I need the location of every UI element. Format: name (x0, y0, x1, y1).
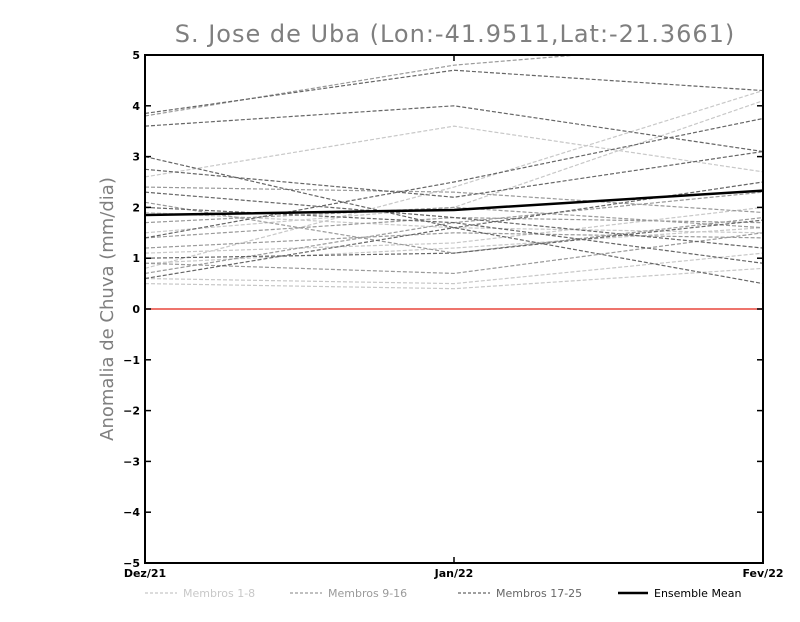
member-line (145, 186, 763, 214)
x-tick-label: Jan/22 (434, 567, 474, 580)
y-tick-label: 2 (132, 201, 140, 214)
legend: Membros 1-8 Membros 9-16 Membros 17-25 Ense… (145, 587, 741, 600)
member-line (145, 252, 763, 285)
chart-title: S. Jose de Uba (Lon:-41.9511,Lat:-21.366… (175, 20, 736, 48)
legend-label: Membros 9-16 (328, 587, 407, 600)
y-axis-ticks: −5 −4 −3 −2 −1 0 1 2 3 4 5 (123, 49, 763, 570)
y-tick-label: −2 (123, 405, 140, 418)
y-tick-label: −5 (123, 557, 140, 570)
y-tick-label: −1 (123, 354, 140, 367)
member-line (145, 69, 763, 115)
y-tick-label: 5 (132, 49, 140, 62)
y-tick-label: −3 (123, 455, 140, 468)
legend-label: Membros 17-25 (496, 587, 582, 600)
member-line (145, 105, 763, 153)
x-tick-label: Dez/21 (124, 567, 166, 580)
member-line (145, 206, 763, 229)
member-line (145, 227, 763, 264)
member-line (145, 156, 763, 285)
member-line (145, 150, 763, 198)
member-line (145, 206, 763, 254)
x-tick-label: Fev/22 (742, 567, 783, 580)
member-line (145, 89, 763, 269)
series-layer (145, 55, 763, 290)
ensemble-mean-line (145, 189, 763, 217)
member-line (145, 55, 585, 117)
member-line (145, 216, 763, 239)
member-line (145, 100, 763, 234)
member-line (145, 117, 763, 239)
y-tick-label: −4 (123, 506, 140, 519)
legend-label: Membros 1-8 (183, 587, 255, 600)
member-line (145, 219, 763, 259)
legend-label: Ensemble Mean (654, 587, 741, 600)
member-line (145, 125, 763, 178)
x-axis-ticks: Dez/21 Jan/22 Fev/22 (124, 55, 784, 580)
y-tick-label: 4 (132, 100, 140, 113)
member-line (145, 267, 763, 290)
member-line (145, 181, 763, 280)
y-tick-label: 1 (132, 252, 140, 265)
member-line (145, 232, 763, 275)
member-line (145, 206, 763, 264)
member-line (145, 232, 763, 249)
member-line (145, 191, 763, 249)
y-tick-label: 0 (132, 303, 140, 316)
y-tick-label: 3 (132, 151, 140, 164)
y-axis-label: Anomalia de Chuva (mm/dia) (97, 177, 118, 441)
